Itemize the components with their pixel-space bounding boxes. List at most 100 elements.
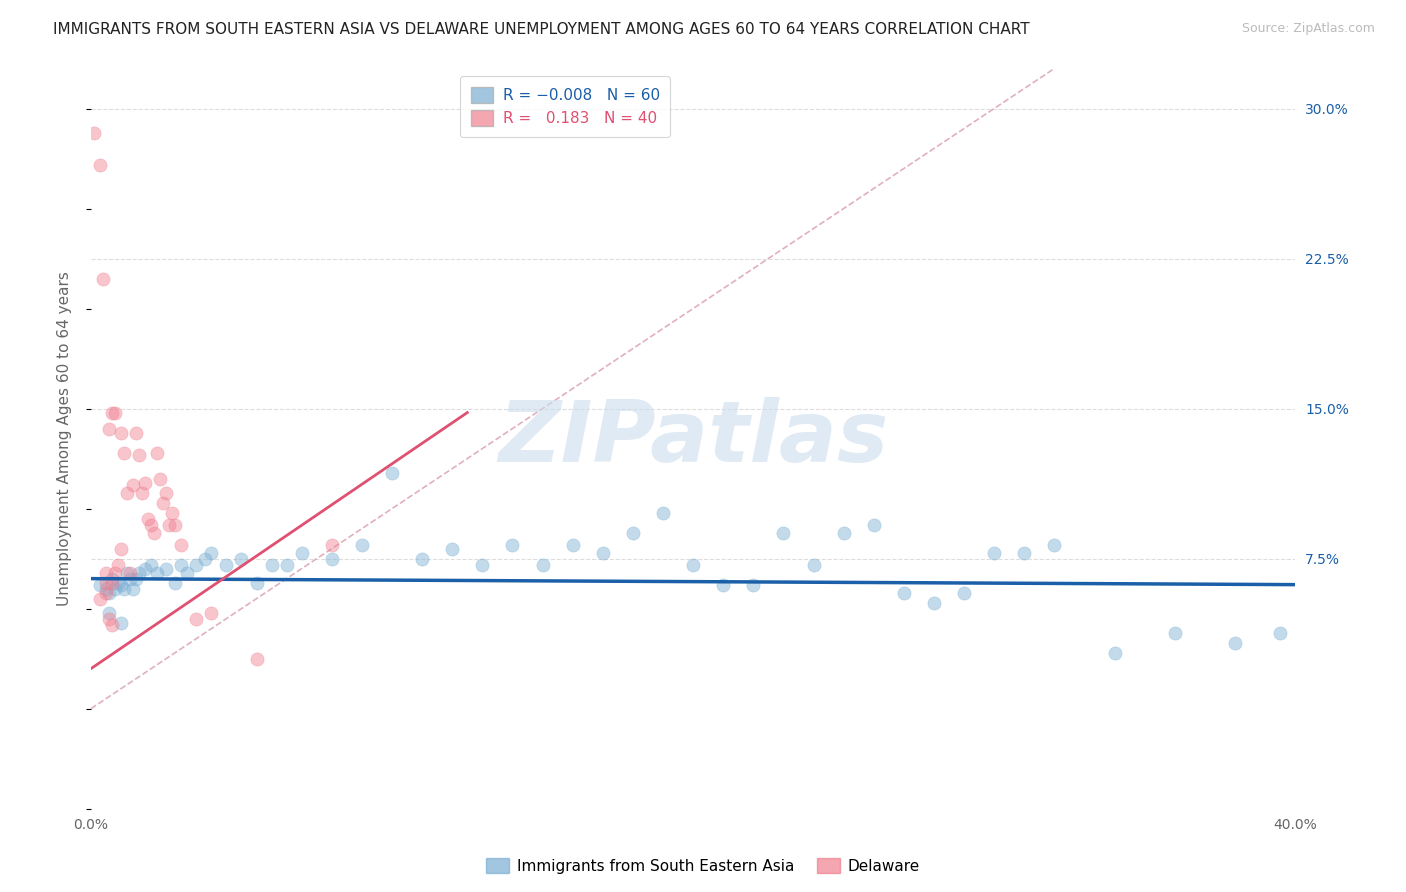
Point <box>101 617 124 632</box>
Point <box>104 582 127 596</box>
Point <box>89 591 111 606</box>
Y-axis label: Unemployment Among Ages 60 to 64 years: Unemployment Among Ages 60 to 64 years <box>58 271 72 606</box>
Point <box>531 558 554 572</box>
Text: ZIPatlas: ZIPatlas <box>498 397 889 480</box>
Point <box>146 566 169 580</box>
Point <box>104 406 127 420</box>
Point <box>176 566 198 580</box>
Point <box>862 517 884 532</box>
Point <box>245 575 267 590</box>
Point <box>101 406 124 420</box>
Point <box>922 596 945 610</box>
Point <box>652 506 675 520</box>
Point <box>146 445 169 459</box>
Point <box>98 612 121 626</box>
Point <box>94 575 117 590</box>
Point <box>170 558 193 572</box>
Point <box>1012 546 1035 560</box>
Point <box>89 157 111 171</box>
Point <box>953 585 976 599</box>
Point <box>561 538 583 552</box>
Point <box>139 558 162 572</box>
Text: IMMIGRANTS FROM SOUTH EASTERN ASIA VS DELAWARE UNEMPLOYMENT AMONG AGES 60 TO 64 : IMMIGRANTS FROM SOUTH EASTERN ASIA VS DE… <box>53 22 1031 37</box>
Point <box>139 517 162 532</box>
Point <box>245 651 267 665</box>
Point <box>291 546 314 560</box>
Point <box>110 577 132 591</box>
Point <box>110 541 132 556</box>
Point <box>120 566 142 580</box>
Point <box>101 575 124 590</box>
Point <box>98 606 121 620</box>
Point <box>94 585 117 599</box>
Point <box>98 585 121 599</box>
Point <box>112 582 135 596</box>
Point <box>321 538 343 552</box>
Point <box>186 558 208 572</box>
Point <box>983 546 1005 560</box>
Point <box>231 551 253 566</box>
Point <box>122 582 145 596</box>
Point <box>260 558 283 572</box>
Point <box>893 585 915 599</box>
Legend: Immigrants from South Eastern Asia, Delaware: Immigrants from South Eastern Asia, Dela… <box>479 852 927 880</box>
Point <box>98 421 121 435</box>
Point <box>149 472 172 486</box>
Text: Source: ZipAtlas.com: Source: ZipAtlas.com <box>1241 22 1375 36</box>
Point <box>134 475 156 490</box>
Point <box>107 558 129 572</box>
Point <box>592 546 614 560</box>
Point <box>152 495 174 509</box>
Point <box>155 561 177 575</box>
Point <box>89 577 111 591</box>
Point <box>381 466 404 480</box>
Point <box>94 582 117 596</box>
Point <box>91 271 114 285</box>
Point <box>200 606 222 620</box>
Point <box>350 538 373 552</box>
Point <box>128 448 150 462</box>
Point <box>104 566 127 580</box>
Point <box>803 558 825 572</box>
Point <box>107 575 129 590</box>
Point <box>125 425 148 440</box>
Point <box>143 525 166 540</box>
Point <box>165 517 187 532</box>
Point <box>136 511 159 525</box>
Point <box>122 477 145 491</box>
Point <box>170 538 193 552</box>
Point <box>200 546 222 560</box>
Point <box>157 517 180 532</box>
Point <box>276 558 298 572</box>
Point <box>621 525 644 540</box>
Point <box>711 577 734 591</box>
Point <box>115 566 138 580</box>
Point <box>832 525 855 540</box>
Point <box>501 538 523 552</box>
Point <box>110 615 132 630</box>
Point <box>186 612 208 626</box>
Point <box>112 445 135 459</box>
Point <box>155 485 177 500</box>
Point <box>411 551 433 566</box>
Point <box>128 566 150 580</box>
Point <box>441 541 464 556</box>
Point <box>101 572 124 586</box>
Point <box>321 551 343 566</box>
Point <box>125 572 148 586</box>
Point <box>134 561 156 575</box>
Point <box>1164 625 1187 640</box>
Point <box>1223 635 1246 649</box>
Point <box>165 575 187 590</box>
Point <box>160 506 183 520</box>
Point <box>94 566 117 580</box>
Point <box>120 572 142 586</box>
Point <box>682 558 704 572</box>
Point <box>1270 625 1292 640</box>
Point <box>115 485 138 500</box>
Point <box>1104 646 1126 660</box>
Point <box>131 485 153 500</box>
Point <box>742 577 765 591</box>
Point <box>194 551 217 566</box>
Point <box>772 525 794 540</box>
